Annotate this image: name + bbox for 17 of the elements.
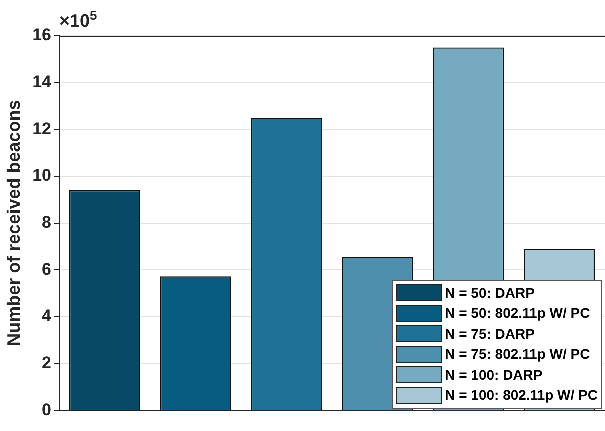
legend-label: N = 75: 802.11p W/ PC — [445, 346, 590, 362]
legend-label: N = 50: DARP — [445, 284, 535, 301]
y-tick-label: 16 — [32, 26, 52, 45]
y-tick-label: 4 — [42, 306, 52, 326]
y-tick-label: 10 — [32, 166, 52, 186]
y-tick-label: 2 — [42, 353, 52, 372]
y-tick-label: 8 — [42, 212, 52, 232]
legend-label: N = 50: 802.11p W/ PC — [445, 305, 590, 322]
legend-label: N = 75: DARP — [445, 326, 535, 342]
legend-label: N = 100: DARP — [445, 366, 543, 383]
y-tick-label: 12 — [32, 119, 52, 138]
text: ×10$^{5}$ — [60, 8, 98, 32]
y-tick-label: 6 — [42, 260, 52, 279]
y-tick-label: 14 — [32, 72, 52, 92]
legend-label: N = 100: 802.11p W/ PC — [445, 387, 598, 404]
y-tick-label: 0 — [42, 400, 52, 420]
y-axis-title: Number of received beacons — [4, 100, 24, 346]
